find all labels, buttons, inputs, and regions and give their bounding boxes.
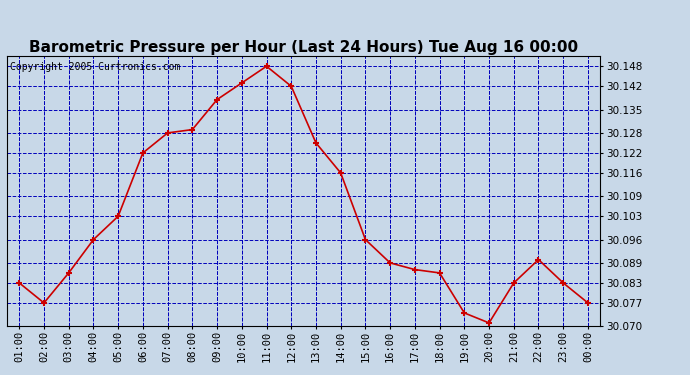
- Text: Copyright 2005 Curtronics.com: Copyright 2005 Curtronics.com: [10, 62, 180, 72]
- Title: Barometric Pressure per Hour (Last 24 Hours) Tue Aug 16 00:00: Barometric Pressure per Hour (Last 24 Ho…: [29, 40, 578, 55]
